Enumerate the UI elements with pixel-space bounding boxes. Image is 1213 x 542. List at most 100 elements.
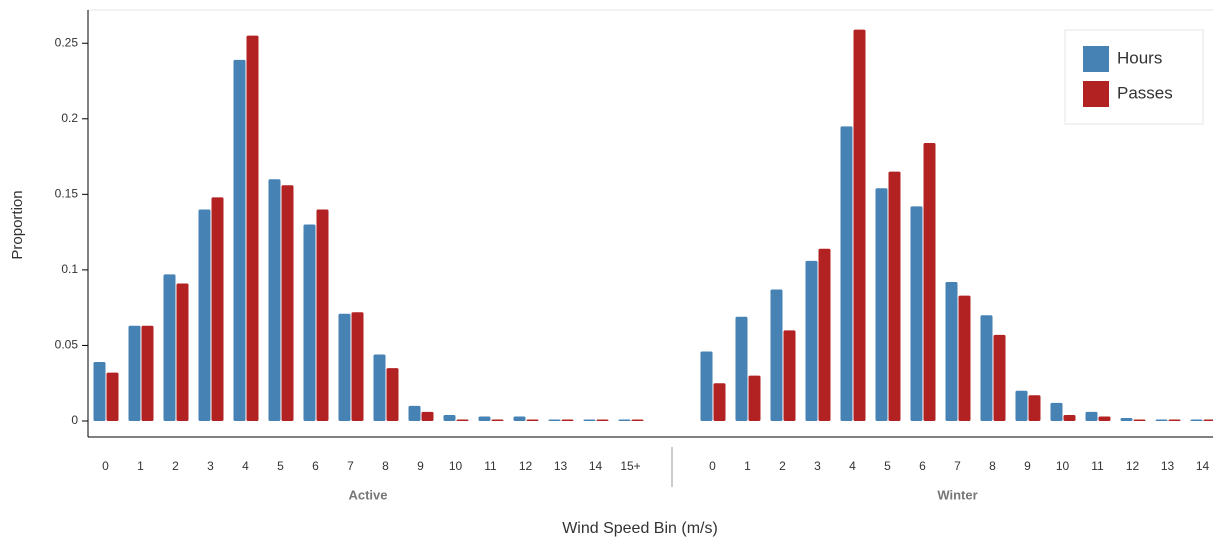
bar (141, 325, 154, 421)
bar (945, 281, 958, 421)
bar (923, 142, 936, 421)
x-tick-label: 7 (347, 459, 354, 473)
x-tick-label: 6 (312, 459, 319, 473)
legend-label: Passes (1117, 83, 1173, 102)
bar (1028, 395, 1041, 421)
y-tick-label: 0.15 (55, 187, 79, 201)
bar (268, 179, 281, 421)
bar (1085, 411, 1098, 421)
x-tick-label: 5 (884, 459, 891, 473)
bar (1168, 419, 1181, 421)
bar (106, 372, 119, 421)
legend (1064, 29, 1204, 125)
bar (1098, 416, 1111, 421)
bar (176, 283, 189, 421)
x-tick-label: 12 (519, 459, 533, 473)
y-tick-label: 0.2 (61, 111, 78, 125)
x-tick-label: 8 (382, 459, 389, 473)
bar (1120, 417, 1133, 421)
bar (980, 315, 993, 421)
bar (281, 185, 294, 421)
x-tick-label: 11 (1091, 459, 1104, 473)
bar (783, 330, 796, 421)
x-tick-label: 4 (849, 459, 856, 473)
bar (408, 405, 421, 421)
y-tick-label: 0.1 (61, 262, 78, 276)
x-tick-label: 2 (172, 459, 179, 473)
bar (456, 419, 469, 421)
bar (875, 188, 888, 421)
bar (198, 209, 211, 421)
bar (211, 197, 224, 421)
bar (1155, 419, 1168, 421)
bars (93, 29, 1213, 421)
bar (958, 295, 971, 421)
bar (748, 375, 761, 421)
x-tick-label: 9 (1024, 459, 1031, 473)
x-tick-label: 14 (589, 459, 603, 473)
bar (853, 29, 866, 421)
x-tick-label: 2 (779, 459, 786, 473)
x-tick-label: 10 (449, 459, 463, 473)
bar (805, 260, 818, 421)
x-tick-label: 5 (277, 459, 284, 473)
x-tick-label: 4 (242, 459, 249, 473)
bar (561, 419, 574, 421)
bar (93, 362, 106, 421)
x-tick-label: 7 (954, 459, 961, 473)
bar (713, 383, 726, 421)
bar (526, 419, 539, 421)
bar (735, 316, 748, 421)
x-tick-label: 3 (814, 459, 821, 473)
legend-swatch (1083, 81, 1109, 107)
bar (233, 59, 246, 421)
bar (993, 334, 1006, 421)
x-tick-label: 12 (1126, 459, 1140, 473)
group-label: Winter (937, 487, 977, 502)
bar (246, 35, 259, 421)
x-tick-label: 8 (989, 459, 996, 473)
bar (373, 354, 386, 421)
x-tick-label: 13 (554, 459, 568, 473)
bar (163, 274, 176, 421)
y-tick-label: 0 (71, 413, 78, 427)
legend-label: Hours (1117, 48, 1162, 67)
bar (478, 416, 491, 421)
bar (386, 368, 399, 421)
bar (1203, 419, 1213, 421)
bar (583, 419, 596, 421)
bar (596, 419, 609, 421)
x-tick-label: 0 (709, 459, 716, 473)
x-tick-label: 9 (417, 459, 424, 473)
bar (421, 411, 434, 421)
x-tick-label: 10 (1056, 459, 1070, 473)
bar (548, 419, 561, 421)
bar (443, 414, 456, 421)
x-tick-label: 3 (207, 459, 214, 473)
y-tick-label: 0.25 (55, 35, 79, 49)
bar (840, 126, 853, 421)
bar (770, 289, 783, 421)
y-axis-label: Proportion (9, 190, 26, 259)
bar (1050, 402, 1063, 421)
bar (631, 419, 644, 421)
bar (1190, 419, 1203, 421)
x-tick-label: 0 (102, 459, 109, 473)
legend-swatch (1083, 46, 1109, 72)
bar (316, 209, 329, 421)
bar (303, 224, 316, 421)
bar (1015, 390, 1028, 421)
bar (618, 419, 631, 421)
bar (338, 313, 351, 421)
bar (818, 248, 831, 421)
bar (700, 351, 713, 421)
x-tick-label: 11 (484, 459, 497, 473)
bar (910, 206, 923, 421)
x-tick-label: 6 (919, 459, 926, 473)
bar (351, 312, 364, 421)
x-tick-label: 1 (744, 459, 751, 473)
bar (1133, 419, 1146, 421)
bar (491, 419, 504, 421)
